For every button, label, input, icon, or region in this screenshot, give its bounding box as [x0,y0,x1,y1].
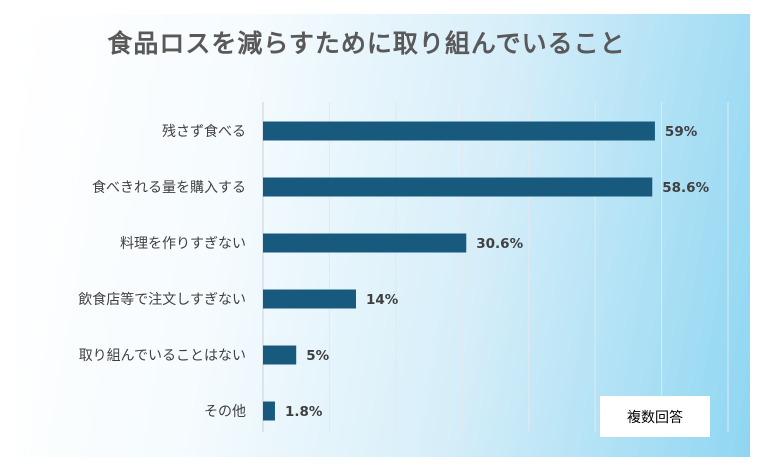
category-label: 料理を作りすぎない [120,236,246,252]
value-label: 14% [366,292,399,308]
value-label: 30.6% [476,236,523,252]
bar [263,178,652,197]
category-label: 残さず食べる [162,123,246,140]
category-label: 飲食店等で注文しすぎない [78,291,246,308]
bar [263,346,296,365]
bar [263,290,356,309]
value-label: 1.8% [285,404,323,420]
bar [263,234,466,253]
category-label: 取り組んでいることはない [79,348,246,364]
value-label: 59% [665,124,698,140]
multiple-answers-note: 複数回答 [600,396,710,437]
bar [263,122,655,141]
category-label: 食べきれる量を購入する [92,179,246,196]
value-label: 58.6% [662,180,709,196]
value-label: 5% [306,348,329,364]
bar [263,402,275,421]
category-label: その他 [204,404,246,420]
